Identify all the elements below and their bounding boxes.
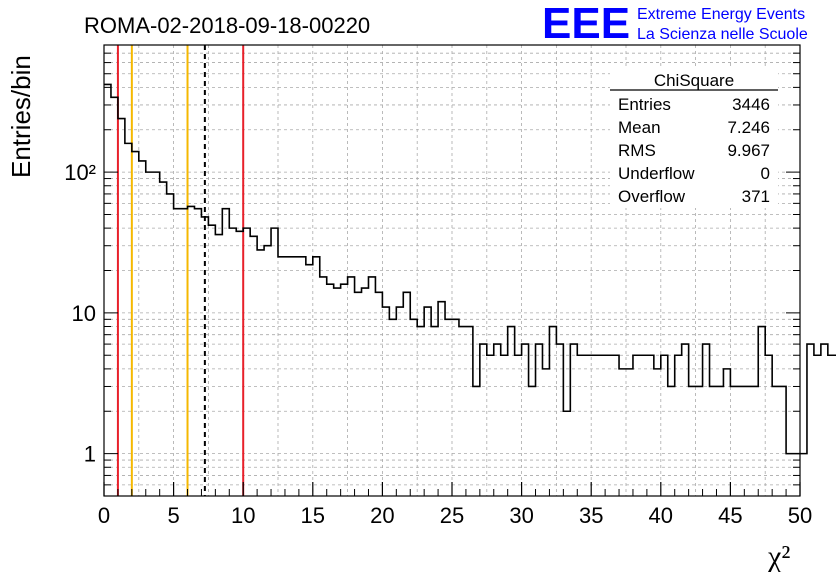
eee-logo: EEE Extreme Energy Events La Scienza nel…: [542, 0, 808, 48]
y-tick-label: 10²: [64, 160, 96, 185]
stats-label-overflow: Overflow: [618, 187, 686, 206]
x-tick-label: 15: [301, 503, 325, 528]
x-tick-label: 45: [718, 503, 742, 528]
eee-logo-mark: EEE: [542, 0, 630, 48]
stats-label-mean: Mean: [618, 118, 661, 137]
stats-box: ChiSquare Entries 3446 Mean 7.246 RMS 9.967 Un…: [610, 66, 778, 208]
stats-label-underflow: Underflow: [618, 164, 695, 183]
x-tick-label: 10: [231, 503, 255, 528]
stats-label-rms: RMS: [618, 141, 656, 160]
x-tick-label: 0: [98, 503, 110, 528]
x-tick-label: 25: [440, 503, 464, 528]
x-tick-label: 40: [649, 503, 673, 528]
x-tick-label: 20: [370, 503, 394, 528]
x-tick-label: 5: [167, 503, 179, 528]
stats-box-title: ChiSquare: [654, 71, 734, 90]
x-axis-label: χ²: [767, 540, 790, 572]
stats-label-entries: Entries: [618, 95, 671, 114]
y-tick-label: 10: [72, 301, 96, 326]
x-tick-label: 50: [788, 503, 812, 528]
stats-value-entries: 3446: [732, 95, 770, 114]
y-axis-label: Entries/bin: [6, 55, 36, 178]
y-tick-label: 1: [84, 442, 96, 467]
axis-ticks: 0 5 10 15 20 25 30 35 40 45 50 1 10 10²: [64, 52, 812, 528]
x-tick-label: 35: [579, 503, 603, 528]
stats-value-overflow: 371: [742, 187, 770, 206]
stats-value-rms: 9.967: [727, 141, 770, 160]
histogram-outline: [104, 83, 836, 455]
reference-lines: [116, 45, 245, 496]
histogram-series: [104, 83, 836, 455]
logo-line-1: Extreme Energy Events: [637, 6, 805, 23]
chart-title: ROMA-02-2018-09-18-00220: [84, 13, 370, 38]
stats-value-underflow: 0: [761, 164, 770, 183]
logo-line-2: La Scienza nelle Scuole: [637, 26, 808, 43]
stats-value-mean: 7.246: [727, 118, 770, 137]
x-tick-label: 30: [509, 503, 533, 528]
grid-lines: [104, 45, 800, 496]
